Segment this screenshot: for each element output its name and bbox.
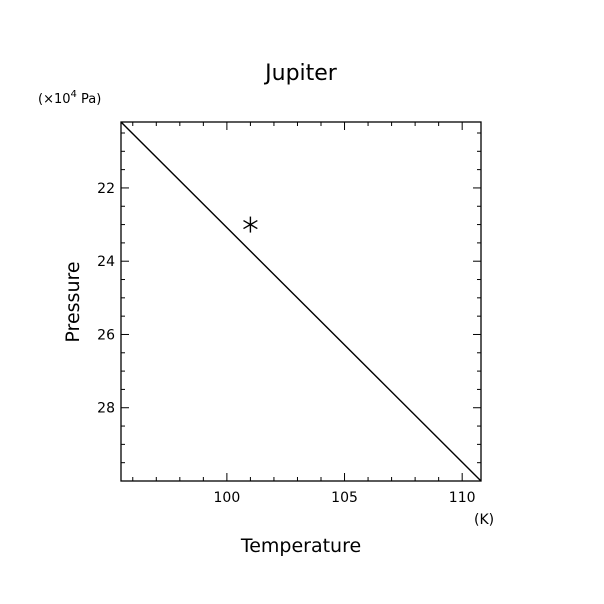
axis-ticks bbox=[121, 122, 481, 482]
y-unit-exponent: 4 bbox=[71, 89, 77, 100]
y-axis-label: Pressure bbox=[62, 261, 84, 342]
chart-title: Jupiter bbox=[263, 61, 338, 86]
plot-frame bbox=[120, 121, 482, 482]
y-tick-label: 28 bbox=[97, 401, 115, 417]
x-unit-label: (K) bbox=[474, 512, 494, 528]
y-unit-label: (×104 Pa) bbox=[38, 89, 101, 107]
series-line bbox=[120, 121, 482, 482]
series-group bbox=[120, 121, 482, 482]
marker-group bbox=[243, 216, 258, 233]
y-unit-prefix: (×10 bbox=[38, 92, 71, 107]
y-tick-label: 26 bbox=[97, 327, 115, 343]
y-tick-label: 22 bbox=[97, 181, 115, 197]
asterisk-marker bbox=[243, 216, 258, 233]
x-tick-label: 110 bbox=[449, 490, 476, 506]
asterisk-stroke bbox=[243, 219, 258, 230]
x-axis-label: Temperature bbox=[240, 535, 361, 557]
y-unit-suffix: Pa) bbox=[77, 92, 101, 107]
y-tick-label: 24 bbox=[97, 254, 115, 270]
x-tick-label: 100 bbox=[214, 490, 241, 506]
x-tick-label: 105 bbox=[331, 490, 358, 506]
axis-tick-labels: 100 105 110 22 24 26 28 bbox=[97, 181, 475, 506]
